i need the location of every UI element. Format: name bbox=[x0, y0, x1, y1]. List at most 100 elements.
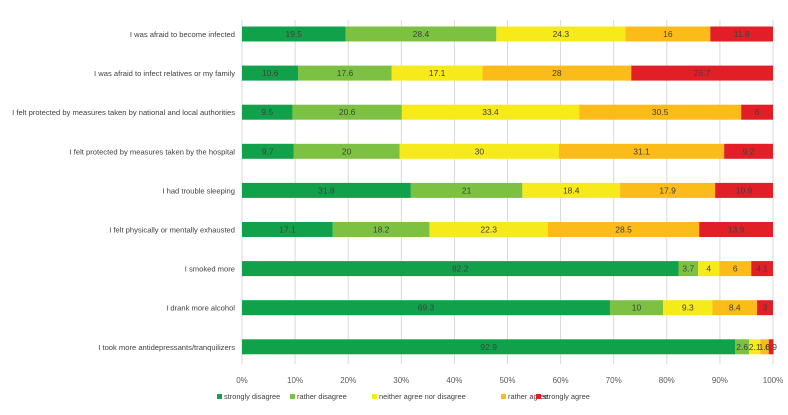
data-label: 17.1 bbox=[279, 225, 296, 235]
data-label: 3 bbox=[763, 303, 768, 313]
data-label: 6 bbox=[733, 264, 738, 274]
x-tick-label: 30% bbox=[393, 376, 409, 385]
bar-segment bbox=[559, 143, 725, 159]
data-label: 8.4 bbox=[729, 303, 741, 313]
bar-segment bbox=[242, 300, 610, 316]
bar-segment bbox=[698, 261, 720, 277]
legend-label: strongly disagree bbox=[224, 392, 280, 401]
legend-swatch bbox=[372, 394, 377, 399]
bar-segment bbox=[712, 300, 758, 316]
data-label: 18.2 bbox=[373, 225, 390, 235]
data-label: 10.9 bbox=[736, 185, 753, 195]
data-label: 17.9 bbox=[659, 185, 676, 195]
data-label: 30.5 bbox=[652, 107, 669, 117]
data-label: 22.3 bbox=[480, 225, 497, 235]
bar-segment bbox=[242, 261, 679, 277]
data-label: 17.1 bbox=[429, 68, 446, 78]
bar-segment bbox=[631, 65, 773, 81]
bar-segment bbox=[242, 222, 333, 237]
category-label: I was afraid to infect relatives or my f… bbox=[94, 69, 235, 78]
data-label: 18.4 bbox=[563, 185, 580, 195]
data-label: 9.2 bbox=[743, 146, 755, 156]
legend-label: neither agree nor disagree bbox=[379, 392, 466, 401]
bar-segment bbox=[724, 143, 773, 159]
data-label: 1.6 bbox=[759, 342, 771, 352]
bar-segment bbox=[496, 26, 626, 42]
bar-segment bbox=[242, 182, 411, 198]
data-label: 82.2 bbox=[452, 264, 469, 274]
legend-swatch bbox=[536, 394, 541, 399]
legend-swatch bbox=[290, 394, 295, 399]
data-label: 30 bbox=[475, 146, 485, 156]
data-label: 28.4 bbox=[413, 29, 430, 39]
bar-segment bbox=[751, 261, 773, 277]
data-label: 21 bbox=[462, 185, 472, 195]
bar-segment bbox=[678, 261, 699, 277]
data-label: 10.6 bbox=[262, 68, 279, 78]
legend-label: rather disagree bbox=[297, 392, 347, 401]
bar-segment bbox=[399, 143, 560, 159]
bar-segment bbox=[768, 339, 774, 355]
bar-segment bbox=[410, 182, 523, 198]
x-tick-label: 70% bbox=[606, 376, 622, 385]
x-tick-label: 100% bbox=[763, 376, 783, 385]
bar-segment bbox=[757, 300, 773, 316]
data-label: 20 bbox=[342, 146, 352, 156]
bar-segment bbox=[482, 65, 632, 81]
category-label: I took more antidepressants/tranquilizer… bbox=[98, 343, 235, 352]
category-label: I felt protected by measures taken by na… bbox=[12, 108, 235, 117]
bar-segment bbox=[710, 26, 773, 42]
bar-segment bbox=[242, 143, 294, 159]
data-label: 4 bbox=[706, 264, 711, 274]
bar-segment bbox=[522, 182, 621, 198]
x-tick-label: 0% bbox=[236, 376, 248, 385]
bar-segment bbox=[699, 222, 773, 237]
bar-segment bbox=[242, 65, 299, 81]
bar-segment bbox=[609, 300, 664, 316]
bar-segment bbox=[293, 143, 400, 159]
bar-segment bbox=[391, 65, 483, 81]
bar-segment bbox=[242, 339, 736, 355]
data-label: 9.5 bbox=[261, 107, 273, 117]
data-label: 10 bbox=[632, 303, 642, 313]
bar-segment bbox=[749, 339, 761, 355]
data-label: 4.1 bbox=[756, 264, 768, 274]
data-label: 28 bbox=[552, 68, 562, 78]
bar-segment bbox=[625, 26, 711, 42]
x-tick-label: 20% bbox=[340, 376, 356, 385]
data-label: 31.8 bbox=[318, 185, 335, 195]
bar-segment bbox=[663, 300, 713, 316]
x-tick-label: 60% bbox=[553, 376, 569, 385]
bar-segment bbox=[741, 104, 773, 120]
category-label: I was afraid to become infected bbox=[130, 30, 235, 39]
data-label: 19.5 bbox=[285, 29, 302, 39]
x-tick-label: 10% bbox=[287, 376, 303, 385]
legend-swatch bbox=[501, 394, 506, 399]
data-label: 20.6 bbox=[339, 107, 356, 117]
data-label: 16 bbox=[663, 29, 673, 39]
data-label: 24.3 bbox=[553, 29, 570, 39]
data-label: 17.6 bbox=[337, 68, 354, 78]
data-label: 3.7 bbox=[682, 264, 694, 274]
x-tick-label: 50% bbox=[499, 376, 515, 385]
data-label: 92.9 bbox=[480, 342, 497, 352]
data-label: 9.3 bbox=[682, 303, 694, 313]
bar-segment bbox=[429, 222, 548, 237]
bar-segment bbox=[547, 222, 700, 237]
data-label: 2.1 bbox=[749, 342, 761, 352]
bar-segment bbox=[715, 182, 773, 198]
data-label: 6 bbox=[755, 107, 760, 117]
bar-segment bbox=[242, 104, 293, 120]
category-label: I drank more alcohol bbox=[166, 304, 235, 313]
data-label: 11.8 bbox=[734, 29, 750, 39]
bar-segment bbox=[401, 104, 580, 120]
bar-segment bbox=[735, 339, 750, 355]
data-label: 2.6 bbox=[736, 342, 748, 352]
data-label: 0.9 bbox=[765, 342, 777, 352]
data-label: 69.3 bbox=[418, 303, 435, 313]
legend-label: strongly agree bbox=[543, 392, 590, 401]
x-tick-label: 40% bbox=[446, 376, 462, 385]
category-label: I had trouble sleeping bbox=[162, 186, 235, 195]
